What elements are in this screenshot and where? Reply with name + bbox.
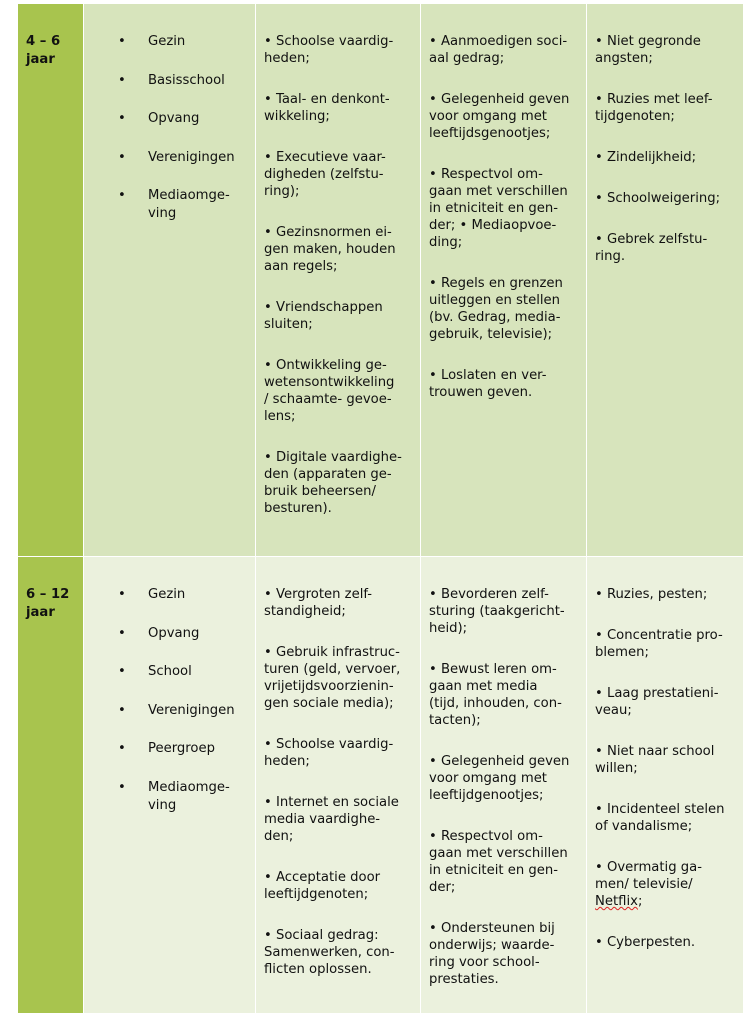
list-item: • Respectvol om- gaan met verschillen in… [429, 829, 568, 895]
list-item: • Ruzies, pesten; [595, 587, 708, 602]
list-item: • Overmatig ga- men/ televisie/ Netflix; [595, 860, 702, 909]
list-item: • Gezinsnormen ei- gen maken, houden aan… [264, 225, 396, 274]
development-table: 4 – 6 jaar Gezin Basisschool Opvang Verenigi… [17, 3, 744, 1014]
list-item: • Ondersteunen bij onderwijs; waarde- ri… [429, 921, 555, 987]
tasks-cell: • Vergroten zelf- standigheid; • Gebruik … [255, 556, 421, 1014]
table-row: 4 – 6 jaar Gezin Basisschool Opvang Verenigi… [17, 3, 744, 557]
list-item: • Niet gegronde angsten; [595, 34, 701, 66]
table-row: 6 – 12 jaar Gezin Opvang School Verenigingen… [17, 556, 744, 1014]
list-item: Verenigingen [92, 702, 251, 720]
list-item: Opvang [92, 625, 251, 643]
list-item: Mediaomge- ving [92, 779, 251, 815]
list-item: • Internet en sociale media vaardighe- d… [264, 795, 399, 844]
list-item: • Ruzies met leef- tijdgenoten; [595, 92, 713, 124]
list-item: • Bevorderen zelf- sturing (taakgericht-… [429, 587, 565, 636]
list-item: • Sociaal gedrag: Samenwerken, con- flic… [264, 928, 395, 977]
tasks-cell: • Schoolse vaardig- heden; • Taal- en den… [255, 3, 421, 557]
list-item: • Niet naar school willen; [595, 744, 715, 776]
list-item: • Regels en grenzen uitleggen en stellen… [429, 276, 563, 342]
list-item: • Aanmoedigen soci- aal gedrag; [429, 34, 568, 66]
parenting-cell: • Bevorderen zelf- sturing (taakgericht-… [420, 556, 587, 1014]
problems-cell: • Niet gegronde angsten; • Ruzies met lee… [586, 3, 744, 557]
list-item: Basisschool [92, 72, 251, 90]
list-item: • Schoolse vaardig- heden; [264, 34, 394, 66]
list-item: • Executieve vaar- digheden (zelfstu- ri… [264, 150, 386, 199]
list-item: • Gelegenheid geven voor omgang met leef… [429, 754, 570, 803]
list-item: • Loslaten en ver- trouwen geven. [429, 368, 547, 400]
list-item: • Vergroten zelf- standigheid; [264, 587, 373, 619]
list-item: • Laag prestatieni- veau; [595, 686, 719, 718]
settings-list: Gezin Opvang School Verenigingen Peergroep Me… [92, 586, 251, 815]
age-group-cell: 4 – 6 jaar [17, 3, 84, 557]
list-item: • Schoolse vaardig- heden; [264, 737, 394, 769]
age-group-cell: 6 – 12 jaar [17, 556, 84, 1014]
list-item: • Ontwikkeling ge- wetensontwikkeling / … [264, 358, 395, 424]
list-item: Opvang [92, 110, 251, 128]
list-item: • Digitale vaardighe- den (apparaten ge-… [264, 450, 402, 516]
settings-list: Gezin Basisschool Opvang Verenigingen Mediao… [92, 33, 251, 223]
settings-cell: Gezin Basisschool Opvang Verenigingen Mediao… [83, 3, 256, 557]
list-item: • Bewust leren om- gaan met media (tijd,… [429, 662, 562, 728]
list-item: Gezin [92, 586, 251, 604]
problems-cell: • Ruzies, pesten; • Concentratie pro- ble… [586, 556, 744, 1014]
list-item: • Concentratie pro- blemen; [595, 628, 723, 660]
list-item: • Cyberpesten. [595, 935, 696, 950]
list-item: • Acceptatie door leeftijdgenoten; [264, 870, 381, 902]
list-item: • Schoolweigering; [595, 191, 721, 206]
list-item: Mediaomge- ving [92, 187, 251, 223]
list-item: • Taal- en denkont- wikkeling; [264, 92, 390, 124]
spellcheck-word: Netflix [595, 894, 638, 909]
list-item: Verenigingen [92, 149, 251, 167]
list-item: Peergroep [92, 740, 251, 758]
settings-cell: Gezin Opvang School Verenigingen Peergroep Me… [83, 556, 256, 1014]
list-item: • Zindelijkheid; [595, 150, 697, 165]
list-item: • Gelegenheid geven voor omgang met leef… [429, 92, 570, 141]
list-item: • Respectvol om- gaan met verschillen in… [429, 167, 568, 250]
list-item: School [92, 663, 251, 681]
list-item: • Gebruik infrastruc- turen (geld, vervo… [264, 645, 401, 711]
list-item: • Incidenteel stelen of vandalisme; [595, 802, 725, 834]
parenting-cell: • Aanmoedigen soci- aal gedrag; • Gelegen… [420, 3, 587, 557]
list-item: • Vriendschappen sluiten; [264, 300, 383, 332]
list-item: Gezin [92, 33, 251, 51]
list-item: • Gebrek zelfstu- ring. [595, 232, 708, 264]
